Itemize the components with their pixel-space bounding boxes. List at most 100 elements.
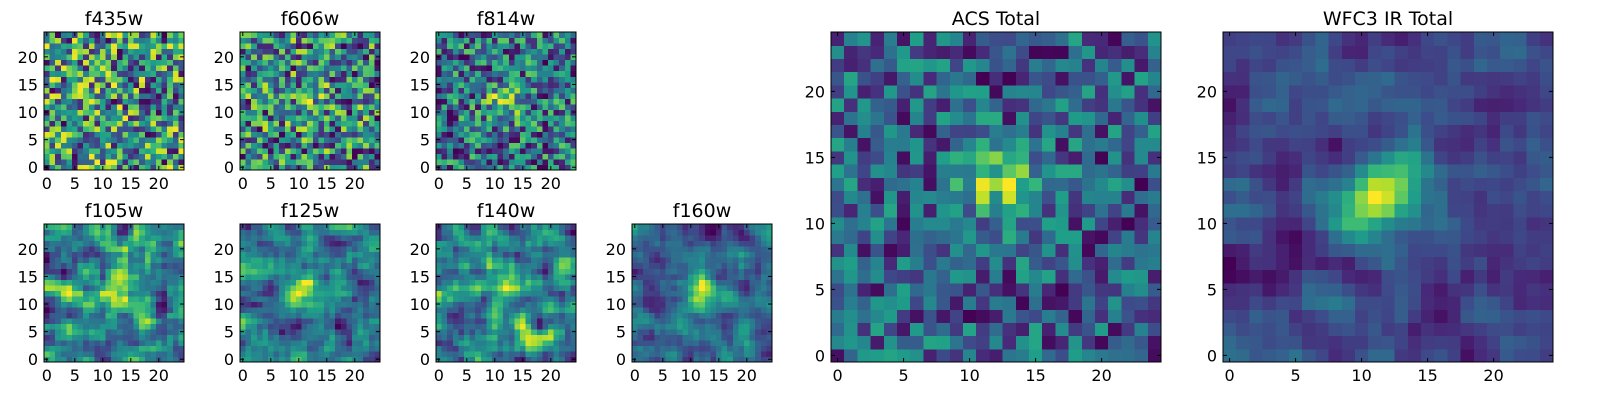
heatmap-cell bbox=[710, 235, 717, 242]
heatmap-cell bbox=[870, 309, 885, 323]
heatmap-cell bbox=[1108, 177, 1122, 191]
heatmap-cell bbox=[910, 282, 924, 297]
heatmap-cell bbox=[464, 246, 471, 253]
heatmap-cell bbox=[88, 131, 95, 138]
heatmap-cell bbox=[531, 356, 538, 363]
heatmap-cell bbox=[167, 37, 174, 44]
heatmap-cell bbox=[682, 317, 689, 324]
heatmap-cell bbox=[559, 103, 566, 110]
heatmap-cell bbox=[150, 103, 157, 110]
heatmap-cell bbox=[570, 235, 577, 242]
heatmap-cell bbox=[475, 257, 482, 264]
heatmap-cell bbox=[632, 229, 639, 236]
heatmap-cell bbox=[357, 120, 364, 127]
heatmap-cell bbox=[172, 120, 179, 127]
heatmap-cell bbox=[749, 251, 756, 258]
heatmap-cell bbox=[72, 54, 79, 61]
heatmap-cell bbox=[139, 131, 146, 138]
heatmap-cell bbox=[94, 284, 101, 291]
heatmap-cell bbox=[307, 109, 314, 116]
heatmap-cell bbox=[441, 65, 448, 72]
heatmap-cell bbox=[963, 243, 977, 257]
heatmap-cell bbox=[699, 317, 706, 324]
heatmap-cell bbox=[156, 120, 163, 127]
heatmap-cell bbox=[83, 37, 90, 44]
heatmap-cell bbox=[923, 190, 938, 205]
heatmap-cell bbox=[447, 81, 454, 88]
heatmap-cell bbox=[374, 240, 381, 247]
heatmap-cell bbox=[447, 257, 454, 264]
heatmap-cell bbox=[105, 81, 112, 88]
heatmap-cell bbox=[312, 158, 319, 166]
heatmap-cell bbox=[318, 37, 325, 44]
heatmap-cell bbox=[497, 295, 504, 302]
heatmap-cell bbox=[564, 81, 571, 88]
heatmap-cell bbox=[447, 147, 454, 155]
heatmap-cell bbox=[368, 142, 375, 149]
heatmap-cell bbox=[492, 43, 499, 50]
heatmap-cell bbox=[564, 334, 571, 341]
heatmap-cell bbox=[553, 164, 560, 171]
heatmap-cell bbox=[704, 312, 711, 319]
heatmap-cell bbox=[290, 70, 297, 77]
x-tick-label: 20 bbox=[737, 366, 757, 385]
heatmap-cell bbox=[632, 290, 639, 297]
heatmap-cell bbox=[94, 323, 101, 330]
heatmap-cell bbox=[671, 312, 678, 319]
heatmap-cell bbox=[312, 131, 319, 138]
heatmap-cell bbox=[139, 339, 146, 347]
heatmap-cell bbox=[94, 43, 101, 50]
heatmap-cell bbox=[268, 262, 275, 269]
heatmap-cell bbox=[1002, 256, 1017, 271]
heatmap-cell bbox=[458, 323, 465, 330]
heatmap-cell bbox=[172, 240, 179, 247]
heatmap-cell bbox=[520, 262, 527, 269]
heatmap-cell bbox=[469, 32, 476, 39]
heatmap-cell bbox=[100, 284, 107, 291]
heatmap-cell bbox=[335, 350, 342, 358]
heatmap-cell bbox=[844, 177, 858, 191]
heatmap-cell bbox=[693, 279, 700, 286]
heatmap-cell bbox=[312, 262, 319, 269]
heatmap-cell bbox=[716, 246, 723, 253]
heatmap-cell bbox=[251, 37, 258, 44]
heatmap-cell bbox=[1042, 269, 1056, 284]
heatmap-cell bbox=[676, 235, 683, 242]
heatmap-cell bbox=[1068, 177, 1083, 191]
heatmap-cell bbox=[553, 295, 560, 302]
heatmap-cell bbox=[559, 229, 566, 236]
heatmap-cell bbox=[167, 125, 174, 132]
heatmap-cell bbox=[923, 269, 938, 284]
heatmap-cell bbox=[497, 32, 504, 39]
heatmap-cell bbox=[480, 273, 487, 280]
heatmap-cell bbox=[55, 251, 62, 258]
heatmap-cell bbox=[857, 203, 872, 218]
heatmap-cell bbox=[536, 328, 543, 335]
heatmap-cell bbox=[273, 328, 280, 335]
heatmap-cell bbox=[464, 301, 471, 308]
heatmap-cell bbox=[368, 153, 375, 160]
heatmap-cell bbox=[122, 273, 129, 280]
heatmap-cell bbox=[458, 246, 465, 253]
heatmap-cell bbox=[83, 257, 90, 264]
heatmap-cell bbox=[1121, 269, 1136, 284]
heatmap-cell bbox=[290, 92, 297, 99]
heatmap-cell bbox=[83, 109, 90, 116]
heatmap-cell bbox=[452, 235, 459, 242]
y-tick-label: 0 bbox=[616, 350, 626, 369]
heatmap-cell bbox=[324, 76, 331, 83]
heatmap-cell bbox=[531, 153, 538, 160]
heatmap-cell bbox=[486, 70, 493, 77]
heatmap-cell bbox=[296, 70, 303, 77]
heatmap-cell bbox=[514, 164, 521, 171]
heatmap-cell bbox=[256, 262, 263, 269]
heatmap-cell bbox=[721, 312, 728, 319]
heatmap-cell bbox=[480, 153, 487, 160]
heatmap-cell bbox=[329, 290, 336, 297]
heatmap-cell bbox=[682, 273, 689, 280]
heatmap-cell bbox=[475, 251, 482, 258]
heatmap-cell bbox=[542, 131, 549, 138]
heatmap-cell bbox=[357, 257, 364, 264]
heatmap-cell bbox=[318, 306, 325, 313]
heatmap-cell bbox=[150, 339, 157, 347]
